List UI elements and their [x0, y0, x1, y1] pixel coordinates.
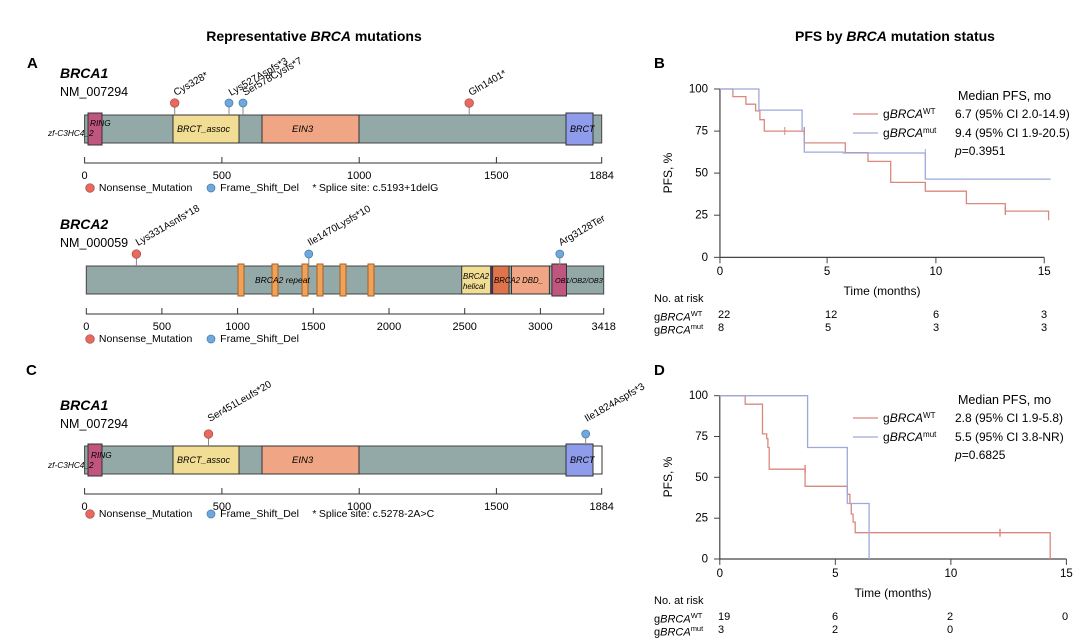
- svg-text:100: 100: [689, 390, 708, 402]
- svg-text:0: 0: [717, 568, 723, 580]
- svg-text:5.5 (95% CI 3.8-NR): 5.5 (95% CI 3.8-NR): [955, 430, 1064, 444]
- svg-text:2.8 (95% CI 1.9-5.8): 2.8 (95% CI 1.9-5.8): [955, 411, 1063, 425]
- svg-text:Time (months): Time (months): [855, 586, 932, 600]
- svg-text:75: 75: [695, 431, 708, 443]
- svg-text:0: 0: [702, 554, 708, 566]
- svg-text:gBRCAWT: gBRCAWT: [883, 411, 936, 426]
- svg-text:5: 5: [832, 568, 838, 580]
- svg-text:50: 50: [695, 472, 708, 484]
- svg-text:PFS, %: PFS, %: [661, 456, 675, 497]
- svg-text:p=0.6825: p=0.6825: [954, 448, 1006, 462]
- svg-text:25: 25: [695, 513, 708, 525]
- svg-text:Median PFS, mo: Median PFS, mo: [958, 393, 1051, 407]
- svg-text:10: 10: [944, 568, 957, 580]
- svg-text:15: 15: [1060, 568, 1073, 580]
- svg-text:gBRCAmut: gBRCAmut: [883, 430, 937, 445]
